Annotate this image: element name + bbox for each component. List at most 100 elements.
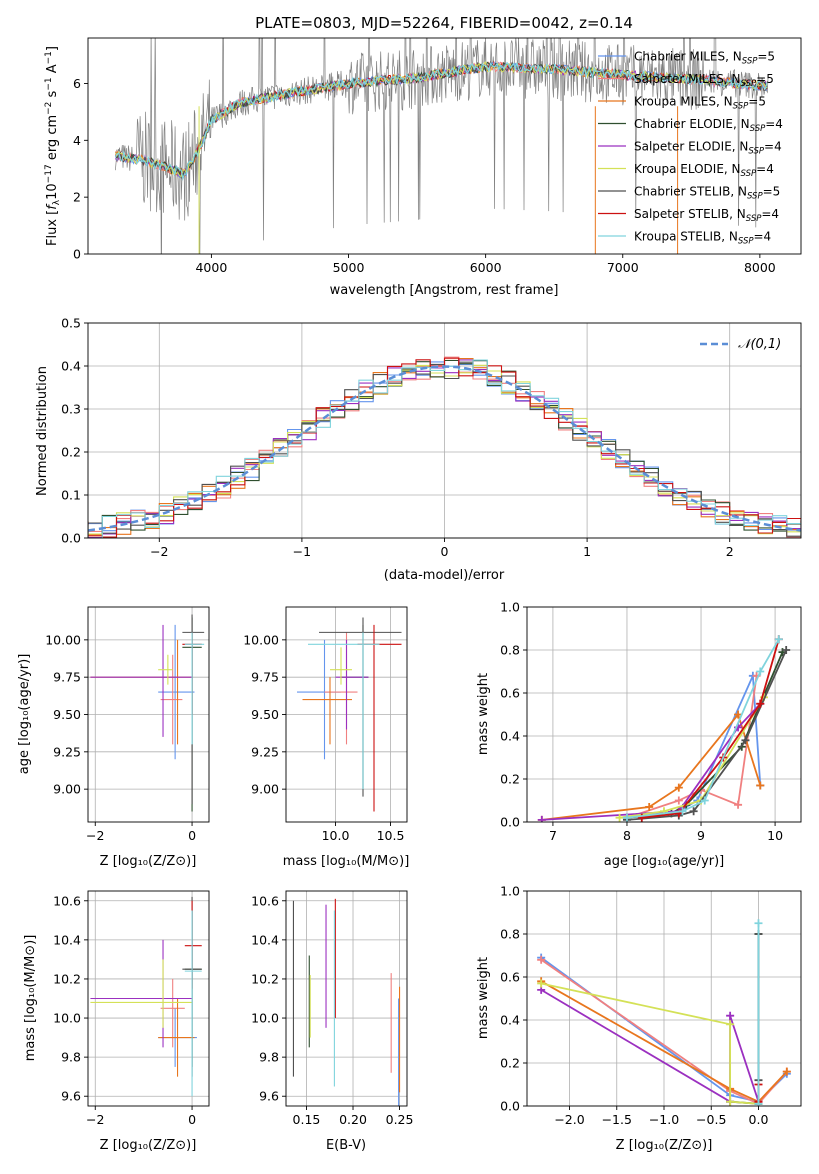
y-tick-label: 0.6 (500, 970, 520, 985)
y-axis-ticks: 9.6 9.8 10.0 10.2 10.4 10.6 (251, 893, 407, 1104)
weight-marker (754, 1099, 763, 1106)
y-axis-ticks: 9.6 9.8 10.0 10.2 10.4 10.6 (53, 893, 209, 1104)
x-tick-label: 9 (697, 828, 705, 843)
x-tick-label: 4000 (195, 260, 227, 275)
y-tick-label: 0.5 (61, 316, 81, 331)
y-tick-label: 10.0 (53, 1011, 81, 1026)
weight-series-4 (541, 703, 761, 821)
weight-marker (678, 807, 687, 816)
weight-marker (537, 955, 546, 964)
age-vs-z-xlabel: Z [log₁₀(Z/Z⊙)] (100, 854, 197, 869)
y-tick-label: 0.8 (500, 927, 520, 942)
plot-frame (87, 322, 802, 539)
x-tick-label: −0.5 (696, 1112, 726, 1127)
y-tick-label: 0.1 (61, 488, 81, 503)
error-bars (90, 614, 205, 812)
weight-marker (734, 800, 743, 809)
y-tick-label: 2 (73, 190, 81, 205)
plot-frame (526, 890, 802, 1107)
y-tick-label: 0.4 (500, 729, 520, 744)
y-tick-label: 10.00 (243, 632, 279, 647)
x-tick-label: 0.0 (749, 1112, 769, 1127)
weight-marker (645, 802, 654, 811)
y-tick-label: 0.4 (61, 359, 81, 374)
y-tick-label: 9.75 (251, 670, 279, 685)
error-bars (297, 617, 402, 812)
legend-entry: Salpeter MILES, NSSP=5 (634, 72, 774, 89)
y-tick-label: 0.0 (500, 815, 520, 830)
weight-vs-z-plot: −2.0 −1.5 −1.0 −0.5 0.0 0.0 0.2 0.4 0.6 0.8 1.0 (500, 884, 802, 1127)
age-vs-mass-plot: 10.0 10.5 9.00 9.25 9.50 9.75 10.00 (243, 606, 408, 843)
mass-vs-ebv-plot: 0.15 0.20 0.25 9.6 9.8 10.0 10.2 10.4 10.6 (251, 890, 413, 1127)
x-tick-label: −1.0 (649, 1112, 679, 1127)
age-vs-z-plot: −2 0 9.00 9.25 9.50 9.75 10.00 (45, 606, 210, 843)
x-tick-label: 0 (188, 1112, 196, 1127)
weight-marker (774, 635, 783, 644)
x-tick-label: 7 (549, 828, 557, 843)
residuals-ylabel: Normed distribution (35, 366, 50, 496)
y-axis-ticks: 0 2 4 6 (73, 76, 88, 262)
weight-marker (756, 667, 765, 676)
y-tick-label: 0.2 (500, 772, 520, 787)
x-tick-label: −1.5 (602, 1112, 632, 1127)
spectrum-xlabel: wavelength [Angstrom, rest frame] (330, 283, 559, 298)
x-tick-label: 0.15 (293, 1112, 321, 1127)
mass-vs-z-panel: −2 0 9.6 9.8 10.0 10.2 10.4 10.6 mass [log₁₀(M/… (23, 890, 210, 1153)
weight-series-5 (541, 982, 759, 1105)
age-vs-mass-xlabel: mass [log₁₀(M/M⊙)] (283, 854, 410, 869)
y-tick-label: 10.6 (53, 893, 81, 908)
x-tick-label: 10.0 (322, 828, 350, 843)
model-spectrum-7 (115, 61, 768, 178)
y-tick-label: 9.25 (251, 744, 279, 759)
y-tick-label: 10.6 (251, 893, 279, 908)
weight-series-2 (541, 712, 762, 821)
weight-marker (637, 813, 646, 822)
legend-entry: Kroupa STELIB, NSSP=4 (634, 230, 771, 247)
weight-marker (756, 781, 765, 790)
residuals-legend: 𝒩(0,1) (700, 337, 781, 352)
legend-entry: Salpeter STELIB, NSSP=4 (634, 207, 779, 224)
x-axis-ticks: 4000 5000 6000 7000 8000 (195, 254, 776, 275)
x-tick-label: 7000 (607, 260, 639, 275)
residuals-panel: −2 −1 0 1 2 0.0 0.1 0.2 0.3 0.4 0.5 (data-model)/e… (35, 316, 802, 583)
y-tick-label: 9.00 (53, 782, 81, 797)
weight-vs-z-panel: −2.0 −1.5 −1.0 −0.5 0.0 0.0 0.2 0.4 0.6 0.8 1.0 Z … (476, 884, 802, 1153)
model-spectrum-8 (114, 61, 768, 181)
y-tick-label: 9.50 (53, 707, 81, 722)
weight-vs-age-xlabel: age [log₁₀(age/yr)] (604, 854, 725, 869)
plot-frame (285, 606, 408, 823)
y-tick-label: 10.2 (53, 971, 81, 986)
y-tick-label: 0.3 (61, 402, 81, 417)
y-tick-label: 10.0 (251, 1011, 279, 1026)
x-tick-label: 8000 (744, 260, 776, 275)
y-tick-label: 1.0 (500, 600, 520, 615)
weight-vs-age-plot: 7 8 9 10 0.0 0.2 0.4 0.6 0.8 1.0 (500, 600, 802, 843)
weight-marker (756, 699, 765, 708)
model-spectrum-4 (114, 61, 768, 177)
y-tick-label: 0.4 (500, 1013, 520, 1028)
weight-marker (615, 813, 624, 822)
legend-entry: Salpeter ELODIE, NSSP=4 (634, 140, 782, 157)
x-tick-label: 6000 (470, 260, 502, 275)
y-tick-label: 9.00 (251, 782, 279, 797)
y-tick-label: 9.75 (53, 670, 81, 685)
weight-lines (537, 919, 791, 1106)
weight-marker (726, 1020, 735, 1029)
y-axis-ticks: 0.0 0.2 0.4 0.6 0.8 1.0 (500, 884, 801, 1114)
y-tick-label: 9.50 (251, 707, 279, 722)
y-tick-label: 0.0 (61, 531, 81, 546)
plot-frame (87, 890, 210, 1107)
x-tick-label: −2 (86, 828, 104, 843)
weight-series-2 (540, 980, 788, 1103)
weight-marker (726, 1011, 735, 1020)
y-tick-label: 0.0 (500, 1099, 520, 1114)
y-tick-label: 10.00 (45, 632, 81, 647)
histograms (88, 356, 801, 538)
y-axis-ticks: 9.00 9.25 9.50 9.75 10.00 (243, 632, 407, 797)
y-tick-label: 10.2 (251, 971, 279, 986)
weight-series-7 (641, 639, 780, 819)
weight-marker (622, 813, 631, 822)
weight-vs-age-panel: 7 8 9 10 0.0 0.2 0.4 0.6 0.8 1.0 age [log₁₀(age/y… (476, 600, 802, 869)
spectrum-plot: 4000 5000 6000 7000 8000 0 2 4 6 (73, 37, 802, 275)
